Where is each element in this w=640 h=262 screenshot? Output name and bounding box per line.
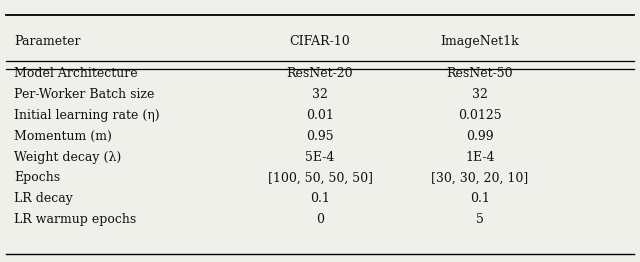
Text: 0.95: 0.95 — [306, 130, 334, 143]
Text: 5: 5 — [476, 213, 484, 226]
Text: 0: 0 — [316, 213, 324, 226]
Text: 0.01: 0.01 — [306, 109, 334, 122]
Text: 5E-4: 5E-4 — [305, 151, 335, 163]
Text: ResNet-50: ResNet-50 — [447, 67, 513, 80]
Text: CIFAR-10: CIFAR-10 — [290, 35, 350, 48]
Text: ResNet-20: ResNet-20 — [287, 67, 353, 80]
Text: [30, 30, 20, 10]: [30, 30, 20, 10] — [431, 171, 529, 184]
Text: Epochs: Epochs — [14, 171, 60, 184]
Text: ImageNet1k: ImageNet1k — [440, 35, 519, 48]
Text: LR decay: LR decay — [14, 192, 73, 205]
Text: Model Architecture: Model Architecture — [14, 67, 138, 80]
Text: 0.99: 0.99 — [466, 130, 493, 143]
Text: 0.1: 0.1 — [310, 192, 330, 205]
Text: 32: 32 — [472, 88, 488, 101]
Text: [100, 50, 50, 50]: [100, 50, 50, 50] — [268, 171, 372, 184]
Text: Weight decay (λ): Weight decay (λ) — [14, 151, 121, 163]
Text: LR warmup epochs: LR warmup epochs — [14, 213, 136, 226]
Text: 1E-4: 1E-4 — [465, 151, 495, 163]
Text: Per-Worker Batch size: Per-Worker Batch size — [14, 88, 154, 101]
Text: Parameter: Parameter — [14, 35, 81, 48]
Text: Momentum (m): Momentum (m) — [14, 130, 112, 143]
Text: 0.0125: 0.0125 — [458, 109, 502, 122]
Text: 0.1: 0.1 — [470, 192, 490, 205]
Text: 32: 32 — [312, 88, 328, 101]
Text: Initial learning rate (η): Initial learning rate (η) — [14, 109, 159, 122]
